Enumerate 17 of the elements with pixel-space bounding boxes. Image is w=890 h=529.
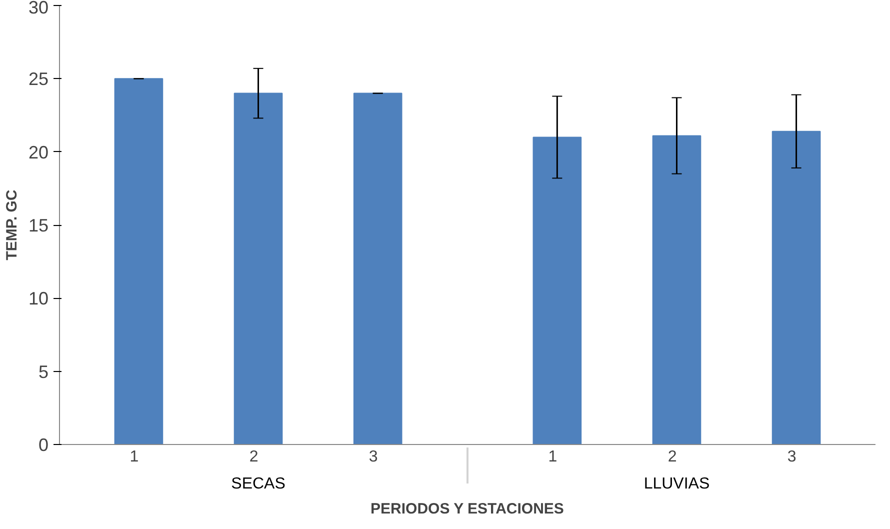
- x-tick-label: 2: [668, 448, 677, 466]
- x-tick-label: 1: [130, 448, 139, 466]
- x-tick-label: 3: [368, 448, 378, 466]
- text: LLUVIAS: [644, 476, 710, 492]
- y-tick-label: 5: [38, 362, 49, 382]
- x-axis-title: PERIODOS Y ESTACIONES: [370, 500, 564, 518]
- y-tick-label: 10: [28, 288, 49, 309]
- y-tick-label: 25: [28, 69, 49, 90]
- y-tick-label: 15: [28, 216, 49, 236]
- y-tick-label: 0: [38, 435, 49, 455]
- x-tick-label: 1: [548, 448, 558, 466]
- text: SECAS: [231, 476, 286, 492]
- y-axis-title: TEMP. GC: [3, 190, 20, 260]
- x-tick-label: 2: [249, 448, 258, 466]
- y-tick-label: 20: [28, 142, 49, 162]
- y-tick-label: 30: [28, 0, 49, 18]
- x-tick-label: 3: [787, 448, 796, 466]
